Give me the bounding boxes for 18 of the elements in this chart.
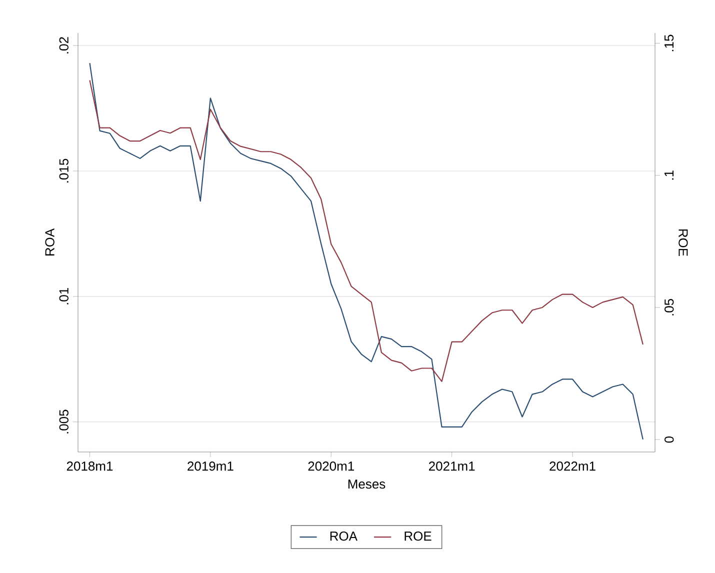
x-tick-label: 2018m1 [66, 462, 113, 471]
y-axis-title: ROA [45, 228, 54, 256]
legend-label: ROA [330, 532, 358, 541]
y2-tick-label: 0 [664, 436, 674, 443]
x-axis-title: Meses [348, 480, 386, 489]
y-tick-label: .02 [59, 37, 68, 54]
y2-tick-label: .1 [664, 170, 674, 180]
y2-tick-label: .15 [664, 34, 674, 52]
y-tick-label: .015 [59, 158, 68, 182]
y-tick-label: .01 [59, 288, 68, 304]
legend-label: ROE [404, 532, 432, 541]
y-tick-label: .005 [59, 410, 68, 434]
x-tick-label: 2020m1 [308, 462, 354, 471]
y2-axis-title: ROE [678, 229, 688, 256]
x-tick-label: 2021m1 [429, 462, 475, 471]
y2-tick-label: .05 [664, 298, 674, 316]
x-tick-label: 2022m1 [550, 462, 596, 471]
x-tick-label: 2019m1 [188, 462, 234, 471]
